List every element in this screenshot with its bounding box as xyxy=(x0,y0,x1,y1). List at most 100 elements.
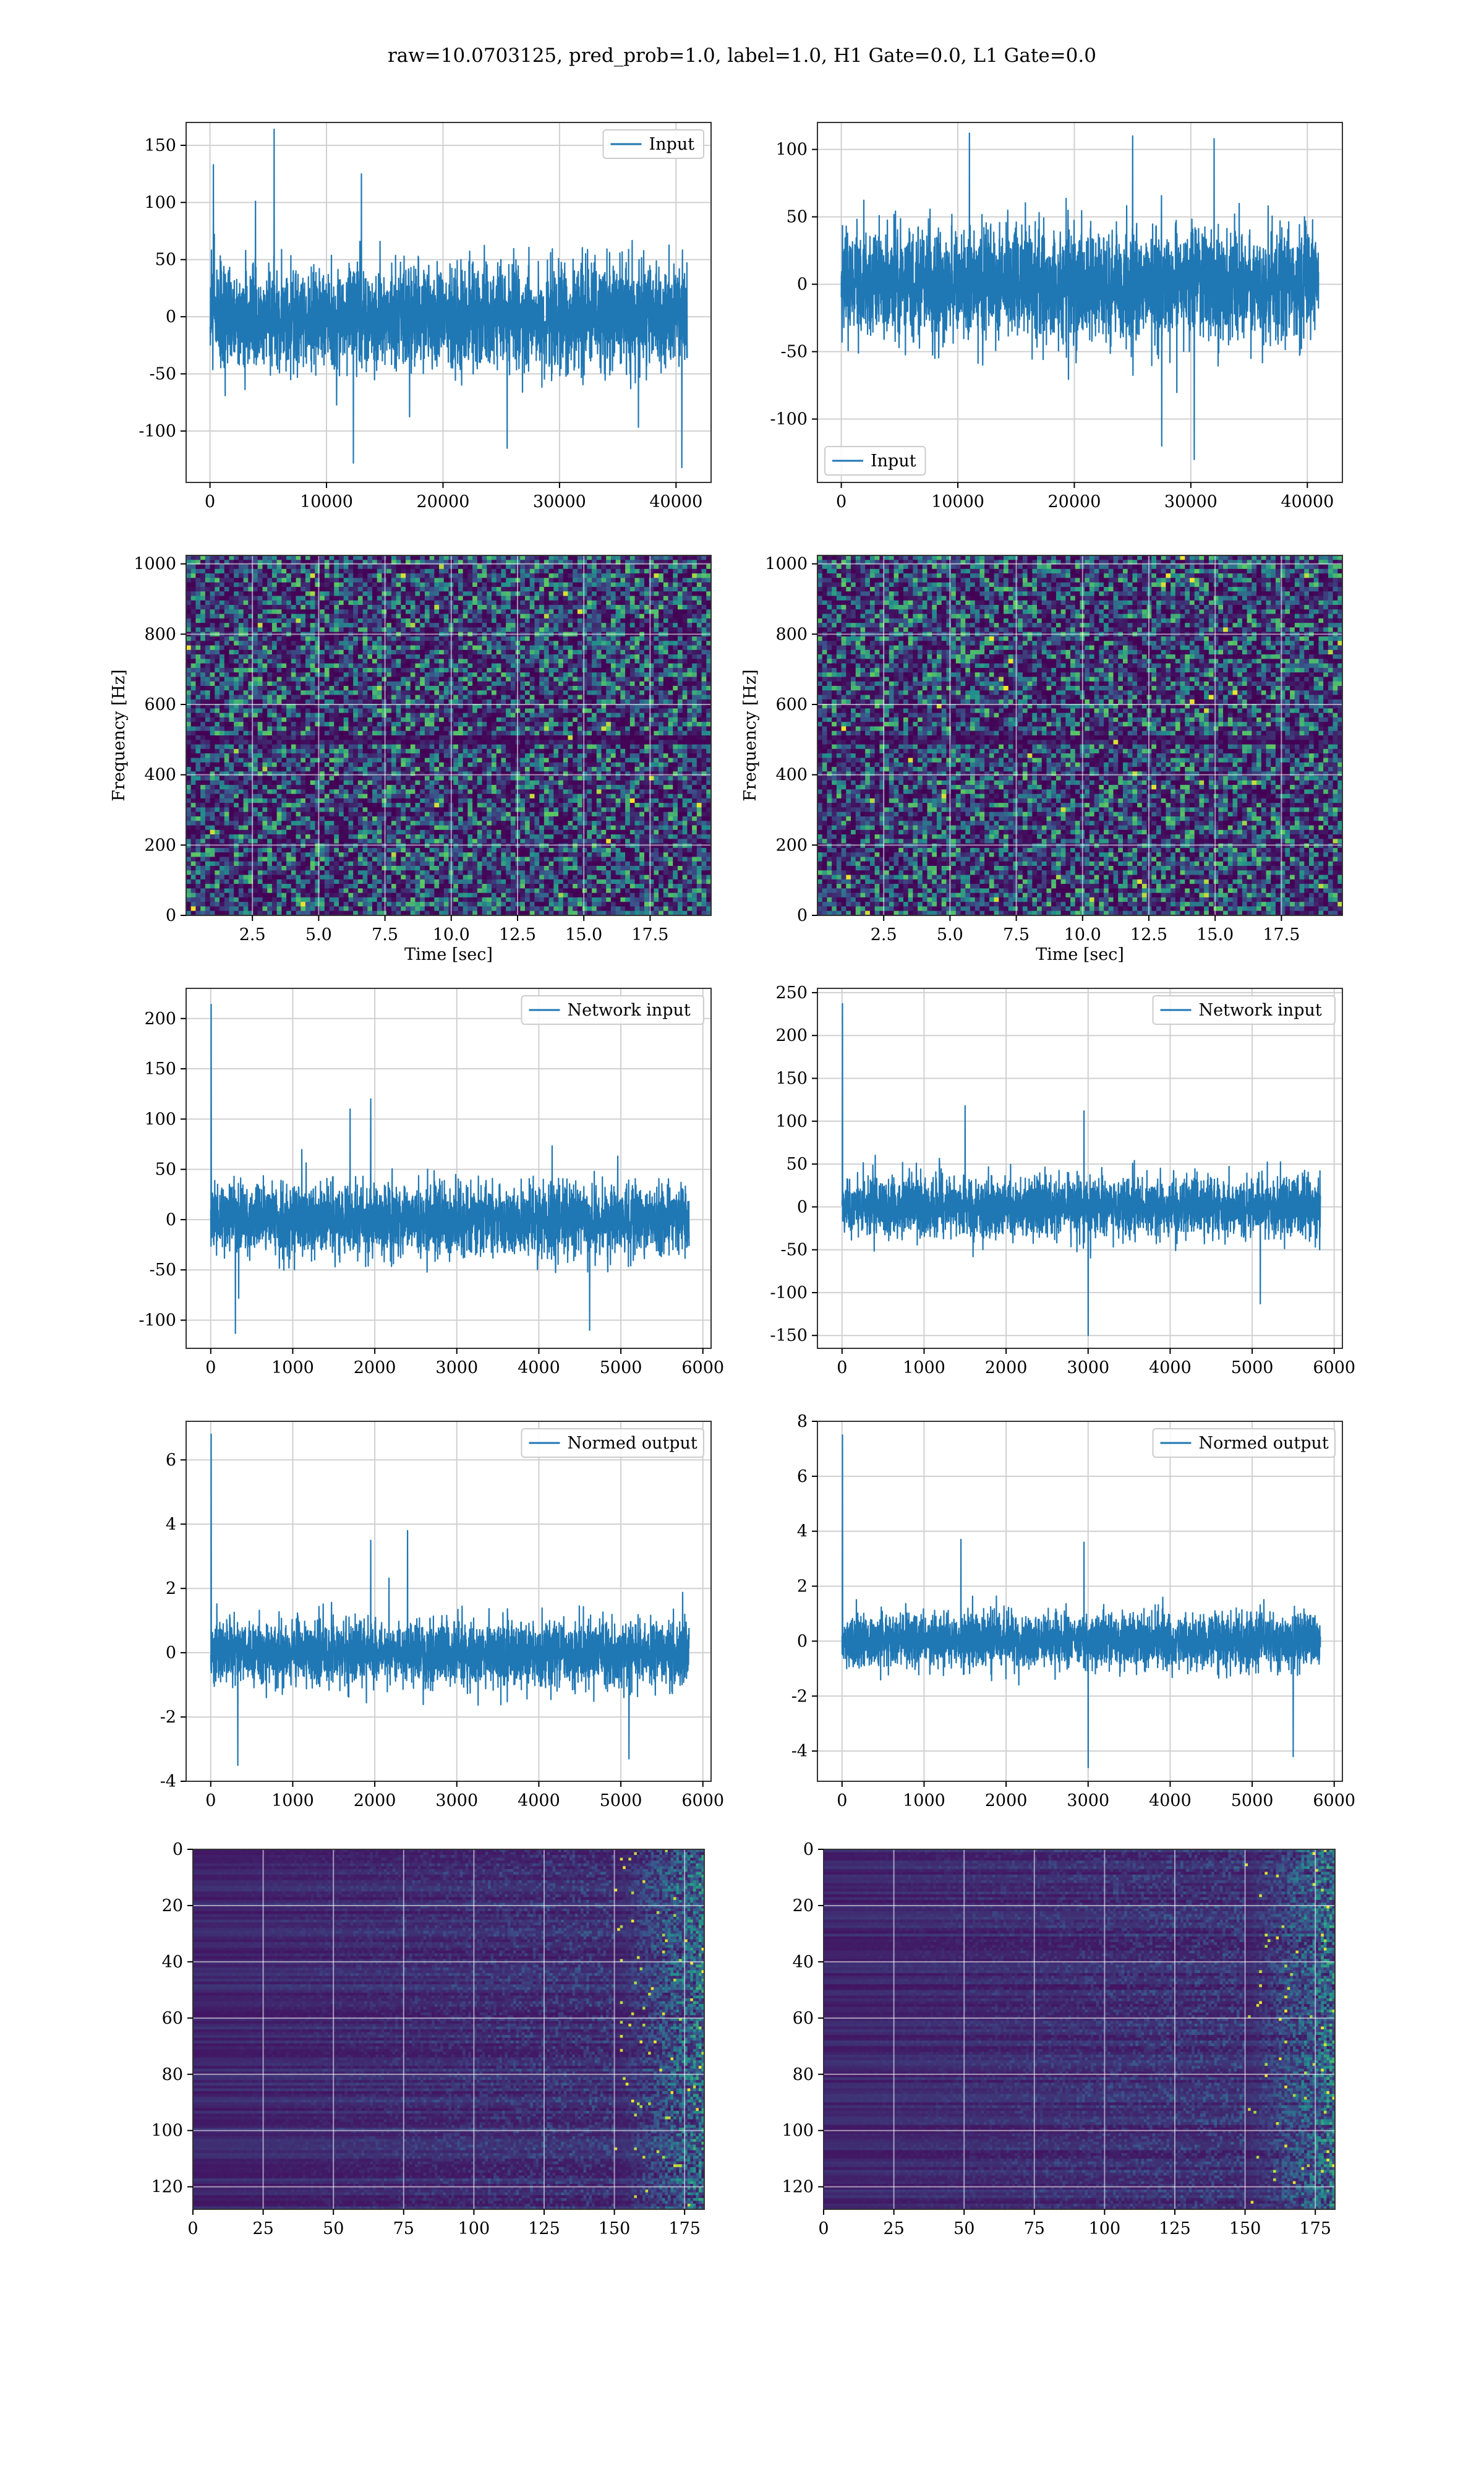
heatmap-cell xyxy=(348,717,353,722)
heatmap-cell xyxy=(625,668,630,673)
heatmap-cell xyxy=(482,686,487,691)
heatmap-cell xyxy=(492,641,497,646)
heatmap-cell xyxy=(310,708,315,713)
heatmap-cell xyxy=(644,605,649,610)
heatmap-cell xyxy=(539,690,544,695)
heatmap-cell xyxy=(563,659,568,664)
heatmap-cell xyxy=(258,664,263,669)
heatmap-cell xyxy=(200,722,205,727)
heatmap-cell xyxy=(444,708,449,713)
heatmap-cell xyxy=(630,646,635,651)
heatmap-cell xyxy=(348,713,353,718)
heatmap-cell xyxy=(234,700,239,704)
heatmap-cell xyxy=(401,646,406,651)
heatmap-cell xyxy=(654,565,659,570)
heatmap-cell xyxy=(477,668,482,673)
heatmap-cell xyxy=(439,627,444,632)
heatmap-cell xyxy=(244,565,249,570)
heatmap-cell xyxy=(563,654,568,659)
heatmap-cell xyxy=(258,614,263,619)
heatmap-cell xyxy=(358,700,363,704)
heatmap-cell xyxy=(444,583,449,588)
heatmap-cell xyxy=(367,713,372,718)
heatmap-cell xyxy=(267,618,272,623)
heatmap-cell xyxy=(453,605,458,610)
heatmap-cell xyxy=(286,578,291,583)
heatmap-cell xyxy=(568,668,573,673)
heatmap-cell xyxy=(477,686,482,691)
heatmap-cell xyxy=(558,591,563,596)
heatmap-cell xyxy=(205,641,210,646)
heatmap-cell xyxy=(229,618,234,623)
heatmap-cell xyxy=(391,695,396,700)
heatmap-cell xyxy=(673,605,678,610)
heatmap-cell xyxy=(654,731,659,736)
heatmap-cell xyxy=(195,740,200,745)
heatmap-cell xyxy=(673,555,678,560)
heatmap-cell xyxy=(578,627,582,632)
heatmap-cell xyxy=(597,565,602,570)
heatmap-cell xyxy=(678,659,683,664)
heatmap-cell xyxy=(277,654,282,659)
heatmap-cell xyxy=(430,605,435,610)
heatmap-cell xyxy=(472,623,477,628)
heatmap-cell xyxy=(520,601,525,606)
heatmap-cell xyxy=(692,700,697,704)
heatmap-cell xyxy=(272,717,277,722)
heatmap-cell xyxy=(229,749,234,754)
heatmap-cell xyxy=(497,565,501,570)
heatmap-cell xyxy=(568,623,573,628)
heatmap-cell xyxy=(411,722,416,727)
heatmap-cell xyxy=(411,735,416,740)
heatmap-cell xyxy=(506,677,511,682)
heatmap-cell xyxy=(258,605,263,610)
heatmap-cell xyxy=(601,740,606,745)
heatmap-cell xyxy=(597,672,602,677)
heatmap-cell xyxy=(663,636,668,641)
heatmap-cell xyxy=(325,745,330,750)
heatmap-cell xyxy=(692,605,697,610)
y-tick-label: 150 xyxy=(144,136,176,155)
heatmap-cell xyxy=(635,618,640,623)
heatmap-cell xyxy=(673,618,678,623)
heatmap-cell xyxy=(272,605,277,610)
heatmap-cell xyxy=(697,672,702,677)
heatmap-cell xyxy=(644,682,649,687)
heatmap-cell xyxy=(582,609,587,614)
heatmap-cell xyxy=(492,609,497,614)
heatmap-cell xyxy=(683,659,688,664)
heatmap-cell xyxy=(267,677,272,682)
heatmap-cell xyxy=(258,555,263,560)
heatmap-cell xyxy=(668,583,673,588)
heatmap-cell xyxy=(411,623,416,628)
heatmap-cell xyxy=(639,583,644,588)
heatmap-cell xyxy=(597,641,602,646)
heatmap-cell xyxy=(406,726,411,731)
heatmap-cell xyxy=(639,726,644,731)
heatmap-cell xyxy=(511,749,516,754)
heatmap-cell xyxy=(411,596,416,601)
heatmap-cell xyxy=(344,636,349,641)
heatmap-cell xyxy=(659,708,663,713)
heatmap-cell xyxy=(286,740,291,745)
heatmap-cell xyxy=(544,596,549,601)
heatmap-cell xyxy=(601,713,606,718)
heatmap-cell xyxy=(315,731,320,736)
heatmap-cell xyxy=(220,735,224,740)
heatmap-cell xyxy=(501,690,506,695)
heatmap-cell xyxy=(277,601,282,606)
heatmap-cell xyxy=(582,668,587,673)
heatmap-cell xyxy=(467,686,472,691)
heatmap-cell xyxy=(239,695,244,700)
heatmap-cell xyxy=(363,735,368,740)
heatmap-cell xyxy=(458,578,463,583)
heatmap-cell xyxy=(296,614,301,619)
heatmap-cell xyxy=(487,735,492,740)
heatmap-cell xyxy=(262,708,267,713)
heatmap-cell xyxy=(506,664,511,669)
heatmap-cell xyxy=(702,682,707,687)
heatmap-cell xyxy=(663,690,668,695)
heatmap-cell xyxy=(420,735,425,740)
heatmap-cell xyxy=(205,731,210,736)
heatmap-cell xyxy=(611,650,616,655)
